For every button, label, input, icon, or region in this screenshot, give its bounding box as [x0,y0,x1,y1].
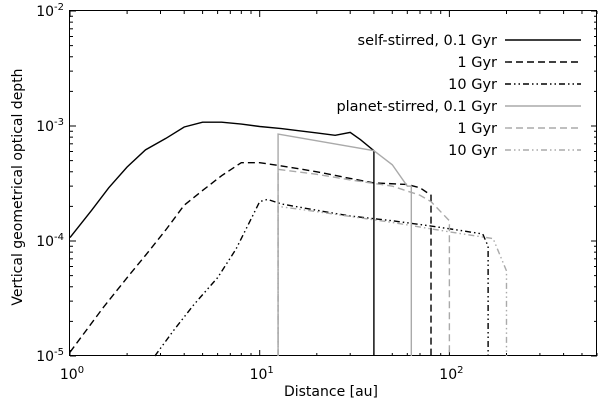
series-line-1 [69,121,375,356]
x-tick-label: 102 [439,365,463,383]
legend-label-3: 10 Gyr [448,77,497,93]
legend-label-1: self-stirred, 0.1 Gyr [358,33,497,49]
axis-ticks [69,10,598,357]
axis-tick-labels: 100 101 102 10-5 10-4 10-3 10-2 [36,2,463,383]
plot-frame [69,10,597,356]
series-line-3 [154,198,489,357]
legend-label-2: 1 Gyr [457,55,497,71]
legend: self-stirred, 0.1 Gyr 1 Gyr 10 Gyr planet-s… [336,33,581,159]
y-axis-title: Vertical geometrical optical depth [10,68,26,305]
x-tick-label: 101 [250,365,274,383]
legend-label-5: 1 Gyr [457,121,497,137]
legend-label-6: 10 Gyr [448,143,497,159]
x-axis-title: Distance [au] [284,384,378,400]
series-line-2 [69,161,432,356]
series-line-5 [277,168,451,356]
legend-label-4: planet-stirred, 0.1 Gyr [336,99,497,115]
x-tick-label: 100 [60,365,84,383]
y-tick-label: 10-3 [36,117,64,135]
y-tick-label: 10-2 [36,2,64,20]
series-line-4 [277,133,413,356]
series-lines [69,121,508,357]
series-line-6 [277,205,508,356]
y-tick-label: 10-5 [36,347,64,365]
y-tick-label: 10-4 [36,232,64,250]
